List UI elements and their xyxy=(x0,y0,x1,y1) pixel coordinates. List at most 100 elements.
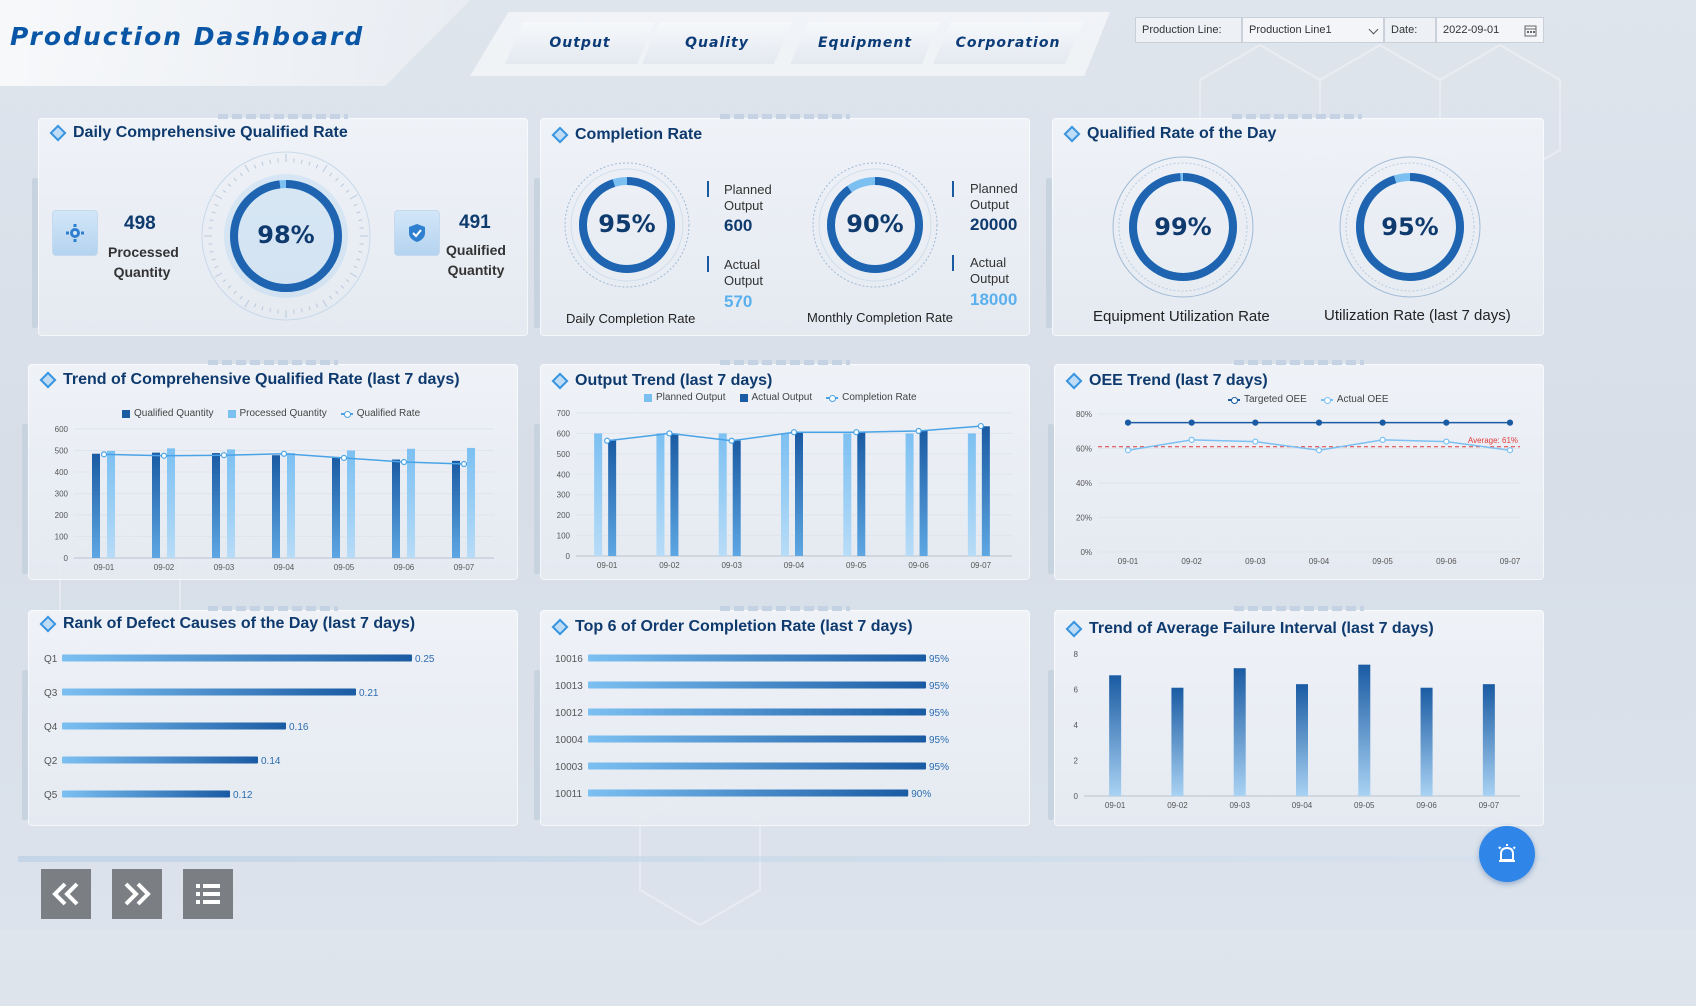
rate-point xyxy=(400,458,408,466)
menu-button[interactable] xyxy=(183,869,233,919)
gauge-tick xyxy=(322,299,328,308)
x-tick-label: 09-04 xyxy=(274,563,295,572)
gauge-tick xyxy=(315,164,319,169)
legend-label: Qualified Rate xyxy=(356,408,421,419)
monthly-completion-caption: Monthly Completion Rate xyxy=(807,310,953,325)
series-point xyxy=(1315,419,1323,426)
previous-page-button[interactable] xyxy=(41,869,91,919)
gauge-tick xyxy=(261,306,264,311)
gauge-tick xyxy=(358,250,363,253)
x-tick-label: 09-06 xyxy=(1416,801,1437,810)
x-tick-label: 09-02 xyxy=(154,563,175,572)
x-tick-label: 09-05 xyxy=(334,563,355,572)
panel-title: Output Trend (last 7 days) xyxy=(575,372,773,389)
date-picker[interactable]: 2022-09-01 xyxy=(1436,17,1544,43)
date-value: 2022-09-01 xyxy=(1443,24,1500,36)
panel-title: Top 6 of Order Completion Rate (last 7 d… xyxy=(575,618,913,635)
y-tick-label: 500 xyxy=(55,447,69,456)
production-line-select[interactable]: Production Line1 xyxy=(1242,17,1384,43)
daily-completion-caption: Daily Completion Rate xyxy=(566,311,696,326)
y-tick-label: 700 xyxy=(557,409,571,418)
gauge-tick xyxy=(222,189,227,193)
tab-quality[interactable]: Quality xyxy=(642,22,792,64)
bar xyxy=(843,433,852,556)
bar xyxy=(981,426,990,556)
order-completion-panel: Top 6 of Order Completion Rate (last 7 d… xyxy=(534,606,1030,826)
category-label: Q4 xyxy=(44,722,58,733)
y-tick-label: 400 xyxy=(557,470,571,479)
list-icon xyxy=(196,884,220,904)
y-tick-label: 200 xyxy=(557,511,571,520)
divider xyxy=(952,181,954,197)
bar xyxy=(795,432,803,556)
y-tick-label: 0 xyxy=(1074,792,1079,801)
next-page-button[interactable] xyxy=(112,869,162,919)
gauge-tick xyxy=(261,161,264,166)
gauge-tick xyxy=(222,279,227,283)
bar xyxy=(347,450,355,558)
bar xyxy=(1109,675,1122,796)
alarm-button[interactable] xyxy=(1479,826,1535,882)
y-tick-label: 0 xyxy=(566,552,571,561)
x-tick-label: 09-04 xyxy=(784,561,805,570)
alarm-icon xyxy=(1498,844,1516,862)
panel-title: OEE Trend (last 7 days) xyxy=(1089,372,1268,389)
category-label: 10003 xyxy=(555,762,583,773)
gauge-tick xyxy=(214,194,223,200)
category-label: 10013 xyxy=(555,681,583,692)
gauge-tick xyxy=(353,203,358,207)
bar xyxy=(152,452,160,558)
gauge-tick xyxy=(269,159,272,164)
gauge-tick xyxy=(329,172,333,177)
failure-interval-chart: 0 2 4 6 8 09-01 09-02 09-03 09-04 09-05 09-06 09-07 xyxy=(1074,650,1520,810)
bar xyxy=(1233,668,1246,796)
tab-equipment[interactable]: Equipment xyxy=(790,22,940,64)
tab-output[interactable]: Output xyxy=(505,22,655,64)
gauge-tick xyxy=(345,279,350,283)
qualified-rate-gauge xyxy=(201,151,371,321)
value-label: 95% xyxy=(929,681,949,692)
gauge-tick xyxy=(244,164,250,173)
gauge-tick xyxy=(253,303,257,308)
bar xyxy=(1296,684,1308,796)
rate-point xyxy=(280,450,288,457)
bar xyxy=(656,433,665,556)
x-tick-label: 09-07 xyxy=(1500,557,1521,566)
category-label: 10016 xyxy=(555,654,583,665)
y-tick-label: 600 xyxy=(55,425,69,434)
defect-rank-panel: Rank of Defect Causes of the Day (last 7… xyxy=(22,606,518,826)
bar xyxy=(62,654,412,662)
bar xyxy=(467,447,475,558)
bar xyxy=(594,433,603,556)
daily-planned-value: 600 xyxy=(724,216,753,235)
series-point xyxy=(1443,438,1450,445)
gauge-tick xyxy=(315,303,319,308)
gauge-tick xyxy=(335,290,339,295)
bar xyxy=(332,456,340,558)
tab-corporation[interactable]: Corporation xyxy=(933,22,1083,64)
x-tick-label: 09-05 xyxy=(1372,557,1393,566)
bar xyxy=(212,453,220,558)
daily-qualified-panel: Daily Comprehensive Qualified Rate 498 P… xyxy=(32,114,528,336)
panel-title: Qualified Rate of the Day xyxy=(1087,125,1277,142)
gauge-tick xyxy=(227,285,232,289)
monthly-completion-value: 90% xyxy=(846,210,904,238)
bar xyxy=(588,708,926,716)
series-point xyxy=(1506,419,1514,426)
rate-point xyxy=(340,454,348,462)
value-label: 0.25 xyxy=(415,654,435,665)
rate-point xyxy=(915,427,922,435)
gauge-tick xyxy=(349,272,358,278)
y-tick-label: 300 xyxy=(557,491,571,500)
x-tick-label: 09-02 xyxy=(1167,801,1188,810)
series-point xyxy=(1379,419,1386,426)
utilization-rate-gauge xyxy=(1339,156,1481,298)
y-tick-label: 200 xyxy=(55,511,69,520)
monthly-completion-gauge xyxy=(812,162,938,288)
x-tick-label: 09-04 xyxy=(1292,801,1313,810)
gear-icon xyxy=(52,210,98,256)
gauge-tick xyxy=(308,306,311,311)
x-tick-label: 09-06 xyxy=(908,561,929,570)
y-tick-label: 4 xyxy=(1074,721,1079,730)
series-point xyxy=(1379,436,1386,443)
